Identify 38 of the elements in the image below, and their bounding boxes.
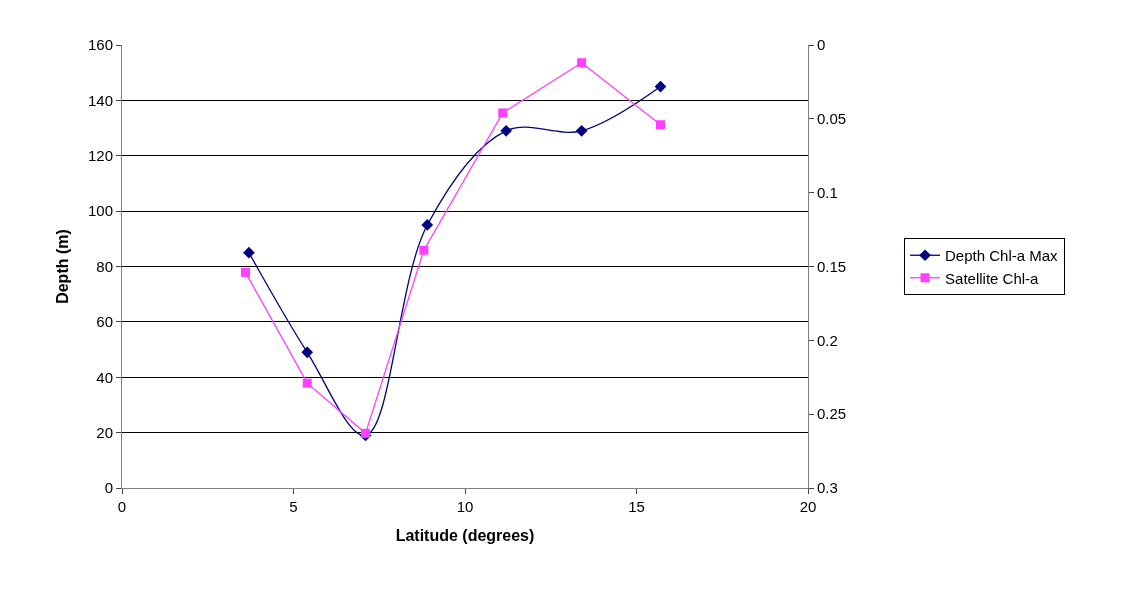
x-tick-label: 5 (289, 498, 298, 515)
y2-tick-label: 0.1 (817, 183, 838, 201)
y2-tick-label: 0.05 (817, 110, 847, 128)
legend-label: Satellite Chl-a (945, 269, 1040, 287)
point (500, 124, 513, 137)
point (243, 246, 255, 259)
point (421, 219, 434, 231)
y2-tick-label: 0.2 (817, 331, 838, 349)
legend-label: Depth Chl-a Max (945, 247, 1059, 265)
y-tick-label: 160 (87, 36, 113, 54)
y-tick-label: 120 (87, 147, 113, 164)
point (577, 58, 587, 68)
point (361, 428, 371, 438)
y-tick-label: 80 (96, 257, 113, 275)
y-tick-label: 40 (96, 368, 113, 386)
x-axis-title: Latitude (degrees) (395, 526, 535, 544)
x-tick-label: 10 (456, 498, 474, 515)
x-tick-label: 20 (799, 498, 817, 515)
y2-tick-label: 0 (817, 36, 826, 54)
x-tick-label: 0 (117, 498, 127, 515)
point (654, 80, 667, 93)
point (575, 124, 588, 137)
y2-tick-label: 0.3 (817, 479, 838, 497)
y2-tick-label: 0.15 (817, 257, 847, 275)
y-axis-title: Depth (m) (53, 229, 71, 304)
point (302, 378, 312, 388)
y-tick-label: 20 (96, 423, 113, 441)
y2-tick-label: 0.25 (817, 405, 847, 423)
y-tick-label: 100 (87, 202, 113, 220)
point (240, 267, 250, 277)
y-tick-label: 140 (87, 91, 113, 109)
point (498, 108, 508, 118)
y-tick-label: 0 (104, 479, 113, 497)
point (301, 346, 314, 359)
point (656, 120, 666, 130)
x-tick-label: 15 (628, 498, 645, 515)
y-tick-label: 60 (96, 313, 113, 331)
point (419, 245, 429, 255)
